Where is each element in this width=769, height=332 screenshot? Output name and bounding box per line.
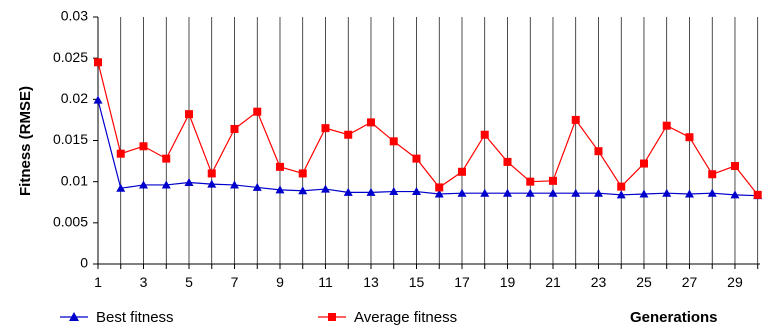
average-fitness-point <box>617 182 626 191</box>
average-fitness-point <box>116 149 125 158</box>
average-fitness-point <box>344 130 353 139</box>
best-fitness-point <box>548 188 558 197</box>
average-fitness-point <box>298 169 307 178</box>
axes <box>93 16 760 269</box>
best-fitness-point <box>707 188 717 197</box>
y-tick-label: 0 <box>80 255 88 271</box>
average-fitness-point <box>457 167 466 176</box>
best-fitness-point <box>525 188 535 197</box>
best-fitness-point <box>662 188 672 197</box>
average-fitness-point <box>389 137 398 146</box>
best-fitness-point <box>502 188 512 197</box>
average-fitness-point <box>526 177 535 186</box>
x-tick-label: 5 <box>185 274 193 290</box>
x-tick-label: 27 <box>682 274 698 290</box>
x-tick-label: 3 <box>140 274 148 290</box>
y-tick-labels: 0 0.005 0.01 0.015 0.02 0.025 0.03 <box>53 8 88 271</box>
legend-average-fitness-label: Average fitness <box>354 309 457 326</box>
legend-best-fitness-label: Best fitness <box>96 309 174 326</box>
x-tick-label: 9 <box>276 274 284 290</box>
best-fitness-point <box>252 182 262 191</box>
average-fitness-point <box>412 154 421 163</box>
x-tick-label: 1 <box>94 274 102 290</box>
x-tick-label: 25 <box>636 274 652 290</box>
best-fitness-point <box>434 189 444 198</box>
best-fitness-point <box>457 188 467 197</box>
x-tick-label: 13 <box>363 274 379 290</box>
x-tick-label: 17 <box>454 274 470 290</box>
best-fitness-point <box>730 190 740 199</box>
y-tick-label: 0.015 <box>53 131 88 147</box>
average-fitness-point <box>253 107 262 116</box>
best-fitness-point <box>480 188 490 197</box>
average-fitness-point <box>321 124 330 133</box>
best-fitness-point <box>298 186 308 195</box>
average-fitness-point <box>162 154 171 163</box>
average-fitness-point <box>184 110 193 119</box>
best-fitness-point <box>343 187 353 196</box>
best-fitness-point <box>389 187 399 196</box>
average-fitness-point <box>230 124 239 133</box>
x-tick-label: 21 <box>545 274 561 290</box>
average-fitness-point <box>207 169 216 178</box>
average-fitness-point <box>503 157 512 166</box>
best-fitness-point <box>116 183 126 192</box>
average-fitness-point <box>435 183 444 192</box>
y-tick-label: 0.025 <box>53 49 88 65</box>
x-tick-labels: 1 3 5 7 9 11 13 15 17 19 21 23 25 27 29 <box>94 274 743 290</box>
best-fitness-point <box>684 189 694 198</box>
best-fitness-point <box>275 185 285 194</box>
best-fitness-point <box>320 184 330 193</box>
best-fitness-point <box>593 188 603 197</box>
best-fitness-point <box>616 190 626 199</box>
grid-lines <box>120 17 759 264</box>
x-axis-title: Generations <box>630 309 718 326</box>
average-fitness-point <box>480 130 489 139</box>
average-fitness-point <box>571 115 580 124</box>
average-fitness-point <box>662 121 671 130</box>
best-fitness-point <box>184 177 194 186</box>
y-axis-title: Fitness (RMSE) <box>17 86 34 196</box>
x-tick-label: 15 <box>409 274 425 290</box>
average-fitness-point <box>639 159 648 168</box>
best-fitness-point <box>138 180 148 189</box>
average-fitness-point <box>94 58 102 67</box>
average-fitness-line <box>97 62 759 196</box>
legend: Best fitness Average fitness Generations <box>60 309 718 326</box>
average-fitness-point <box>548 176 557 185</box>
x-tick-label: 23 <box>591 274 607 290</box>
best-fitness-point <box>639 189 649 198</box>
best-fitness-point <box>229 180 239 189</box>
y-tick-label: 0.01 <box>61 172 88 188</box>
average-fitness-point <box>753 190 762 199</box>
series-group <box>93 58 763 200</box>
best-fitness-point <box>161 180 171 189</box>
y-tick-label: 0.005 <box>53 214 88 230</box>
best-fitness-line <box>97 100 758 197</box>
average-fitness-point <box>275 162 284 171</box>
x-tick-label: 29 <box>727 274 743 290</box>
best-fitness-point <box>366 187 376 196</box>
best-fitness-point <box>93 95 103 104</box>
y-tick-label: 0.03 <box>61 8 88 24</box>
x-tick-label: 19 <box>500 274 516 290</box>
average-fitness-point <box>366 118 375 127</box>
average-fitness-point <box>708 170 717 179</box>
x-tick-label: 11 <box>318 274 333 290</box>
legend-average-fitness-marker <box>328 313 336 321</box>
x-tick-label: 7 <box>231 274 239 290</box>
average-fitness-point <box>139 142 148 151</box>
y-tick-label: 0.02 <box>61 90 88 106</box>
average-fitness-point <box>685 133 694 142</box>
legend-best-fitness-marker <box>69 312 79 321</box>
best-fitness-point <box>571 188 581 197</box>
average-fitness-point <box>730 162 739 171</box>
best-fitness-point <box>411 187 421 196</box>
best-fitness-point <box>207 179 217 188</box>
average-fitness-point <box>594 147 603 156</box>
